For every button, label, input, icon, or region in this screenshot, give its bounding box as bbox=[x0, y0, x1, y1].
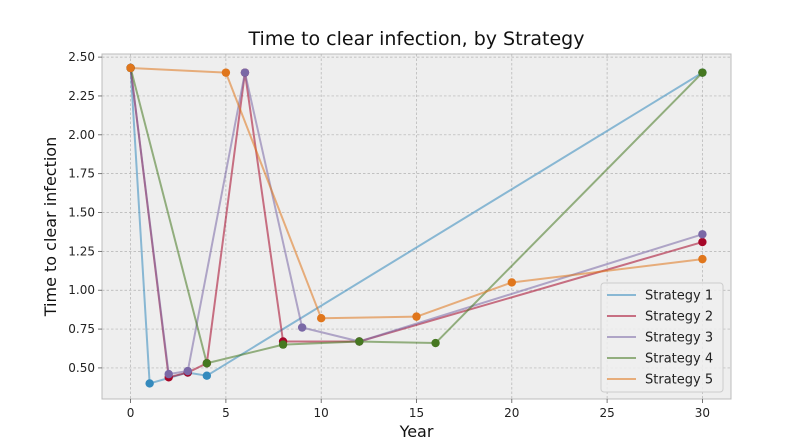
chart-title: Time to clear infection, by Strategy bbox=[248, 28, 585, 50]
y-axis-ticks: 0.50 0.75 1.00 1.25 1.50 1.75 2.00 2.25 2.50 bbox=[68, 50, 102, 375]
x-axis-ticks: 0 5 10 15 20 25 30 bbox=[127, 399, 710, 420]
series-line-5 bbox=[130, 66, 703, 320]
y-tick-label: 2.50 bbox=[68, 50, 95, 64]
data-point-series-1 bbox=[145, 379, 154, 388]
legend: Strategy 1 Strategy 2 Strategy 3 Strategy 4… bbox=[600, 282, 724, 393]
data-point-series-2 bbox=[698, 237, 707, 247]
x-tick-label: 0 bbox=[127, 406, 135, 420]
data-point-series-3 bbox=[297, 323, 307, 332]
data-point-series-5 bbox=[221, 68, 231, 77]
data-point-series-3 bbox=[698, 230, 707, 239]
data-point-series-1 bbox=[202, 371, 212, 380]
data-point-series-3 bbox=[240, 68, 250, 77]
y-tick-label: 1.50 bbox=[68, 206, 95, 220]
y-tick-label: 1.00 bbox=[68, 283, 95, 297]
y-axis-label: Time to clear infection bbox=[41, 137, 60, 317]
legend-label: Strategy 3 bbox=[645, 331, 713, 346]
data-point-series-3 bbox=[183, 366, 192, 376]
data-point-series-4 bbox=[278, 340, 288, 349]
legend-label: Strategy 5 bbox=[645, 373, 713, 388]
x-axis-label: Year bbox=[399, 422, 434, 441]
data-point-series-5 bbox=[412, 312, 421, 321]
legend-frame bbox=[600, 282, 724, 393]
x-tick-label: 5 bbox=[222, 406, 230, 420]
data-point-series-4 bbox=[355, 337, 364, 346]
y-tick-label: 0.75 bbox=[68, 322, 95, 336]
y-tick-label: 1.75 bbox=[68, 167, 95, 181]
data-point-series-4 bbox=[698, 68, 707, 77]
legend-label: Strategy 2 bbox=[645, 310, 713, 325]
data-point-series-5 bbox=[126, 63, 135, 73]
legend-label: Strategy 1 bbox=[645, 289, 713, 304]
legend-label: Strategy 4 bbox=[645, 352, 713, 367]
series-points bbox=[126, 63, 707, 388]
y-tick-label: 1.25 bbox=[68, 244, 95, 258]
data-point-series-5 bbox=[316, 313, 326, 323]
data-point-series-3 bbox=[164, 369, 173, 379]
data-point-series-5 bbox=[698, 254, 707, 264]
x-tick-label: 15 bbox=[409, 406, 424, 420]
x-tick-label: 10 bbox=[314, 406, 329, 420]
data-point-series-5 bbox=[507, 278, 517, 287]
y-tick-label: 0.50 bbox=[68, 361, 95, 375]
x-tick-label: 25 bbox=[599, 406, 614, 420]
y-tick-label: 2.25 bbox=[68, 89, 95, 103]
data-point-series-4 bbox=[431, 338, 440, 348]
y-tick-label: 2.00 bbox=[68, 128, 95, 142]
series-line-4 bbox=[129, 67, 704, 365]
x-tick-label: 30 bbox=[695, 406, 710, 420]
x-tick-label: 20 bbox=[504, 406, 519, 420]
data-point-series-4 bbox=[202, 359, 212, 368]
